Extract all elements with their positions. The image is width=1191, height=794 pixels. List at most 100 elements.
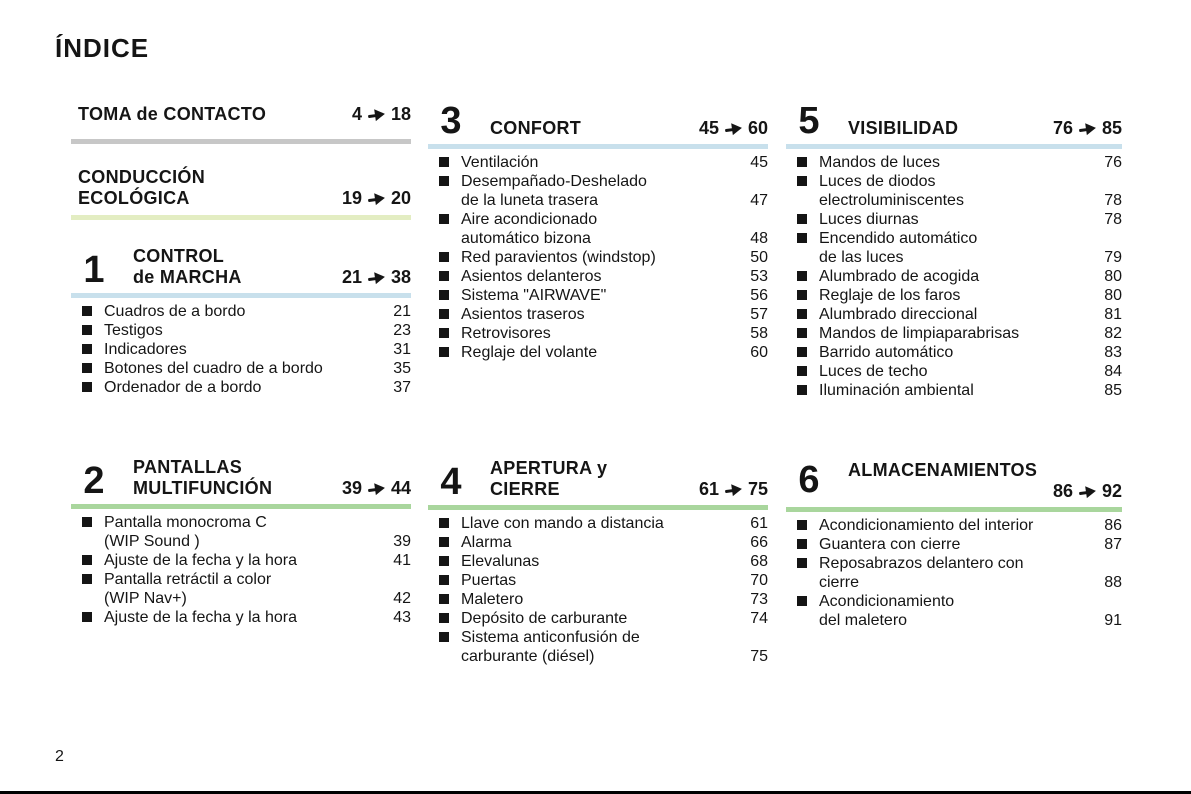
toc-item: Puertas 70 bbox=[428, 571, 768, 590]
page-bottom-rule bbox=[0, 791, 1191, 794]
toc-item-page-number: 87 bbox=[1104, 536, 1122, 553]
toc-item-page-number: 83 bbox=[1104, 344, 1122, 361]
toc-item-page-number: 74 bbox=[750, 610, 768, 627]
range-from-page: 21 bbox=[341, 267, 362, 287]
toc-item-label: Botones del cuadro de a bordo bbox=[104, 360, 323, 377]
section-page-range: 76 85 bbox=[1045, 118, 1122, 139]
toc-item: Sistema "AIRWAVE" 56 bbox=[428, 286, 768, 305]
section-page-range: 4 18 bbox=[344, 104, 411, 125]
bullet-square-icon bbox=[439, 575, 449, 585]
bullet-square-icon bbox=[439, 537, 449, 547]
section-apertura-y: 4 APERTURA y CIERRE 61 75 Llave con mando a d… bbox=[428, 458, 768, 666]
section-items: Acondicionamiento del interior 86 Guantera… bbox=[786, 516, 1122, 630]
toc-item-page-number: 76 bbox=[1104, 154, 1122, 171]
bullet-square-icon bbox=[439, 556, 449, 566]
section-underline-bar bbox=[71, 215, 411, 220]
section-title: TOMA de CONTACTO bbox=[78, 104, 267, 124]
range-to-page: 44 bbox=[390, 478, 411, 498]
section-pantallas: 2 PANTALLAS MULTIFUNCIÓN 39 44 Pantalla monoc… bbox=[71, 457, 411, 627]
toc-item-label: Alumbrado de acogida bbox=[819, 268, 980, 285]
section-visibilidad: 5 VISIBILIDAD 76 85 Mandos de luces 76 Luces d… bbox=[786, 102, 1122, 400]
toc-item-page-number: 60 bbox=[750, 344, 768, 361]
toc-item-label: Red paravientos (windstop) bbox=[461, 249, 656, 266]
toc-item: Asientos delanteros 53 bbox=[428, 267, 768, 286]
bullet-square-icon bbox=[82, 382, 92, 392]
toc-item-page-number: 42 bbox=[393, 590, 411, 607]
range-to-page: 92 bbox=[1101, 481, 1122, 501]
bullet-square-icon bbox=[797, 366, 807, 376]
section-underline-bar bbox=[428, 144, 768, 149]
arrow-right-icon bbox=[367, 191, 386, 205]
section-toma-de-contacto: TOMA de CONTACTO 4 18 bbox=[71, 104, 411, 144]
section-underline-bar bbox=[71, 139, 411, 144]
toc-item-page-number: 78 bbox=[1104, 211, 1122, 228]
toc-item: Guantera con cierre 87 bbox=[786, 535, 1122, 554]
toc-item-page-number: 86 bbox=[1104, 517, 1122, 534]
bullet-square-icon bbox=[82, 306, 92, 316]
section-title: PANTALLAS MULTIFUNCIÓN bbox=[133, 457, 273, 498]
range-to-page: 75 bbox=[747, 479, 768, 499]
toc-column-1: TOMA de CONTACTO 4 18 CONDUCCIÓN ECOLÓGICA 19… bbox=[71, 0, 411, 794]
toc-item: Aire acondicionado automático bizona 48 bbox=[428, 210, 768, 248]
toc-item-page-number: 61 bbox=[750, 515, 768, 532]
toc-item: Pantalla retráctil a color (WIP Nav+) 42 bbox=[71, 570, 411, 608]
range-to-page: 85 bbox=[1101, 118, 1122, 138]
section-control: 1 CONTROL de MARCHA 21 38 Cuadros de a bordo 2… bbox=[71, 246, 411, 397]
toc-item-label: Encendido automático de las luces bbox=[819, 230, 978, 266]
section-page-range: 21 38 bbox=[334, 267, 411, 288]
toc-item-page-number: 84 bbox=[1104, 363, 1122, 380]
toc-item: Cuadros de a bordo 21 bbox=[71, 302, 411, 321]
toc-item-label: Aire acondicionado automático bizona bbox=[461, 211, 598, 247]
toc-item: Alarma 66 bbox=[428, 533, 768, 552]
range-to-page: 38 bbox=[390, 267, 411, 287]
toc-item-label: Ventilación bbox=[461, 154, 539, 171]
toc-item-page-number: 45 bbox=[750, 154, 768, 171]
bullet-square-icon bbox=[797, 520, 807, 530]
section-page-range: 39 44 bbox=[334, 478, 411, 499]
toc-item: Acondicionamiento del interior 86 bbox=[786, 516, 1122, 535]
toc-item-page-number: 66 bbox=[750, 534, 768, 551]
section-items: Cuadros de a bordo 21 Testigos 23 Indicadore… bbox=[71, 302, 411, 397]
toc-item-page-number: 37 bbox=[393, 379, 411, 396]
section-title: CONFORT bbox=[490, 118, 582, 138]
bullet-square-icon bbox=[439, 309, 449, 319]
toc-item: Depósito de carburante 74 bbox=[428, 609, 768, 628]
section-items: Ventilación 45 Desempañado-Deshelado de la … bbox=[428, 153, 768, 362]
toc-item-label: Reglaje de los faros bbox=[819, 287, 961, 304]
section-header: 2 PANTALLAS MULTIFUNCIÓN 39 44 bbox=[71, 457, 411, 500]
toc-item-label: Reposabrazos delantero con cierre bbox=[819, 555, 1024, 591]
section-page-range: 19 20 bbox=[334, 188, 411, 209]
toc-item: Ajuste de la fecha y la hora 41 bbox=[71, 551, 411, 570]
arrow-right-icon bbox=[724, 121, 743, 135]
section-header: TOMA de CONTACTO 4 18 bbox=[71, 104, 411, 125]
range-from-page: 19 bbox=[341, 188, 362, 208]
section-number: 6 bbox=[798, 459, 820, 501]
toc-item-label: Alumbrado direccional bbox=[819, 306, 978, 323]
toc-item: Red paravientos (windstop) 50 bbox=[428, 248, 768, 267]
toc-item-label: Acondicionamiento del interior bbox=[819, 517, 1034, 534]
toc-item-page-number: 78 bbox=[1104, 192, 1122, 209]
toc-item-page-number: 75 bbox=[750, 648, 768, 665]
arrow-right-icon bbox=[724, 482, 743, 496]
toc-item-label: Luces de diodos electroluminiscentes bbox=[819, 173, 964, 209]
section-header: 6 ALMACENAMIENTOS 86 92 bbox=[786, 460, 1122, 502]
section-items: Llave con mando a distancia 61 Alarma 66 Ele… bbox=[428, 514, 768, 666]
toc-item-label: Ordenador de a bordo bbox=[104, 379, 262, 396]
toc-item-page-number: 39 bbox=[393, 533, 411, 550]
toc-item-label: Barrido automático bbox=[819, 344, 954, 361]
range-from-page: 86 bbox=[1052, 481, 1073, 501]
toc-item-label: Maletero bbox=[461, 591, 524, 608]
section-header: 1 CONTROL de MARCHA 21 38 bbox=[71, 246, 411, 291]
toc-item-page-number: 35 bbox=[393, 360, 411, 377]
toc-item-page-number: 53 bbox=[750, 268, 768, 285]
section-number: 1 bbox=[83, 249, 105, 291]
toc-item: Reposabrazos delantero con cierre 88 bbox=[786, 554, 1122, 592]
section-title: CONTROL de MARCHA bbox=[133, 246, 242, 287]
section-number: 3 bbox=[440, 100, 462, 142]
toc-item: Indicadores 31 bbox=[71, 340, 411, 359]
toc-item: Alumbrado de acogida 80 bbox=[786, 267, 1122, 286]
toc-item-page-number: 80 bbox=[1104, 287, 1122, 304]
toc-column-2: 3 CONFORT 45 60 Ventilación 45 Desempañado-Des… bbox=[428, 0, 768, 794]
section-title: APERTURA y CIERRE bbox=[490, 458, 608, 499]
bullet-square-icon bbox=[797, 347, 807, 357]
